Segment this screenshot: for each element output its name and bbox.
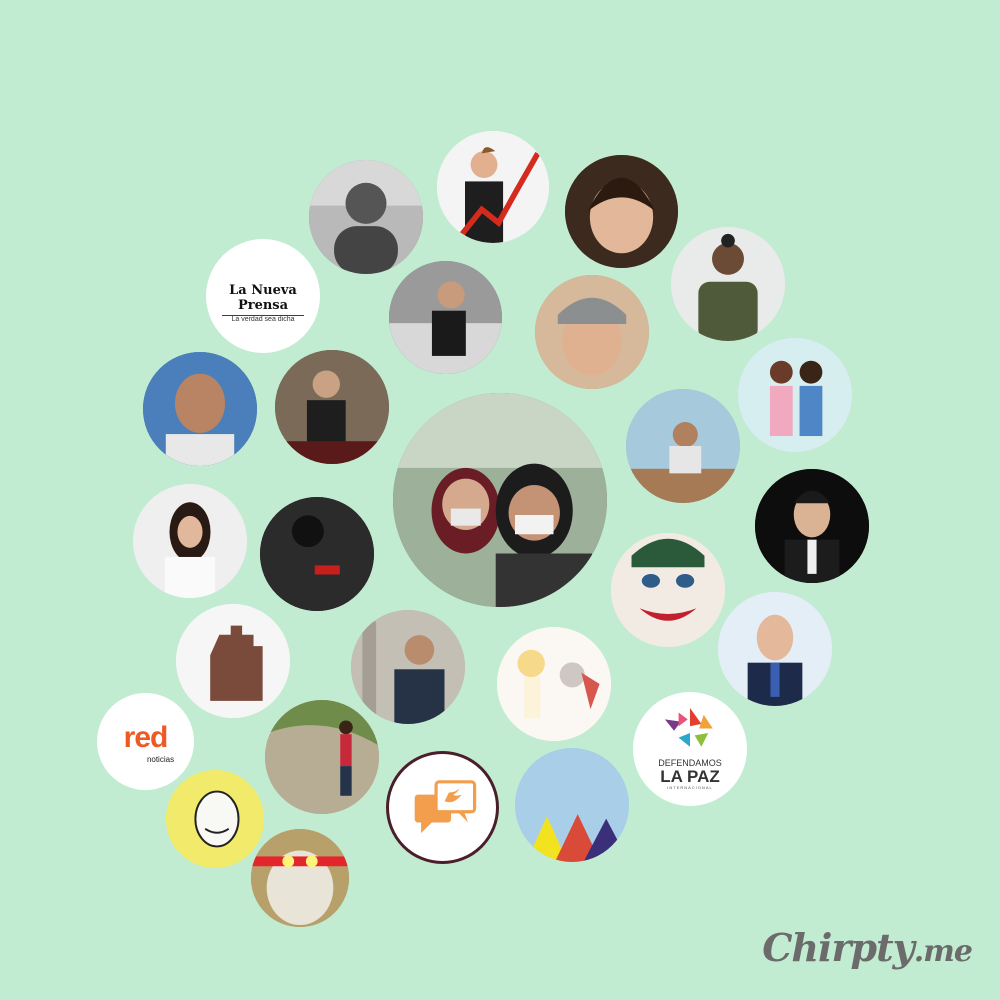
avatar-photo-icon (626, 389, 740, 503)
avatar-photo-icon (497, 627, 611, 741)
avatar-woman-laptop[interactable] (626, 389, 740, 503)
avatar-woman-white-dress[interactable] (133, 484, 247, 598)
red-logo-brand: red (123, 721, 169, 754)
avatar-bearded-laser-eyes[interactable] (251, 829, 349, 927)
avatar-man-red-chart[interactable] (437, 131, 549, 243)
avatar-man-speaking-podium[interactable] (275, 350, 389, 464)
avatar-man-cap-smile[interactable] (535, 275, 649, 389)
nueva-prensa-tagline: La verdad sea dicha (222, 315, 304, 323)
watermark-tld: .me (913, 934, 973, 969)
avatar-colored-mountains[interactable] (515, 748, 629, 862)
avatar-anime-girls[interactable] (497, 627, 611, 741)
avatar-fist-crowd[interactable] (176, 604, 290, 718)
nueva-prensa-title: La Nueva Prensa (229, 283, 297, 313)
avatar-logo-defendamos-la-paz[interactable]: DEFENDAMOS LA PAZ INTERNACIONAL (633, 692, 747, 806)
avatar-photographer-hillside[interactable] (265, 700, 379, 814)
avatar-chat-bubbles-logo[interactable] (386, 751, 499, 864)
avatar-photo-icon (565, 155, 678, 268)
avatar-man-beard-topknot[interactable] (671, 227, 785, 341)
avatar-photo-icon (351, 610, 465, 724)
avatar-man-crossed-arms[interactable] (351, 610, 465, 724)
avatar-photo-icon (251, 829, 349, 927)
avatar-couple-masks-large[interactable] (393, 393, 607, 607)
avatar-photo-icon (265, 700, 379, 814)
defendamos-line1: DEFENDAMOS (658, 758, 722, 768)
avatar-sketch-old-man[interactable] (166, 770, 264, 868)
chirpty-watermark: Chirpty.me (762, 925, 973, 970)
avatar-photo-icon (535, 275, 649, 389)
avatar-logo-red-noticias[interactable]: red noticias (97, 693, 194, 790)
avatar-man-suit-dark-bg[interactable] (755, 469, 869, 583)
pinwheel-icon (664, 707, 713, 747)
avatar-photo-icon (437, 131, 549, 243)
avatar-hooded-figure[interactable] (260, 497, 374, 611)
avatar-woman-dark-hair[interactable] (565, 155, 678, 268)
avatar-photo-icon (260, 497, 374, 611)
avatar-young-man-couch[interactable] (389, 261, 502, 374)
avatar-photo-icon (738, 338, 852, 452)
defendamos-line3: INTERNACIONAL (667, 785, 713, 790)
red-logo-subtitle: noticias (146, 755, 175, 764)
avatar-photo-icon (309, 160, 423, 274)
defendamos-line2: LA PAZ (660, 767, 720, 786)
avatar-photo-icon (611, 533, 725, 647)
avatar-man-glasses-smiling[interactable] (718, 592, 832, 706)
avatar-logo-nueva-prensa[interactable]: La Nueva Prensa La verdad sea dicha (206, 239, 320, 353)
avatar-photo-icon (275, 350, 389, 464)
avatar-photo-icon (718, 592, 832, 706)
avatar-photo-icon (176, 604, 290, 718)
avatar-photo-icon (389, 261, 502, 374)
avatar-joker-face[interactable] (611, 533, 725, 647)
avatar-two-girls[interactable] (738, 338, 852, 452)
avatar-man-petro[interactable] (143, 352, 257, 466)
avatar-photo-icon (393, 393, 607, 607)
avatar-man-glasses-bw[interactable] (309, 160, 423, 274)
chat-bubbles-twitter-icon (414, 780, 477, 834)
colored-mountains-icon (515, 748, 629, 862)
watermark-main: Chirpty (762, 925, 915, 970)
avatar-photo-icon (755, 469, 869, 583)
avatar-photo-icon (671, 227, 785, 341)
avatar-photo-icon (143, 352, 257, 466)
avatar-photo-icon (133, 484, 247, 598)
avatar-photo-icon (166, 770, 264, 868)
